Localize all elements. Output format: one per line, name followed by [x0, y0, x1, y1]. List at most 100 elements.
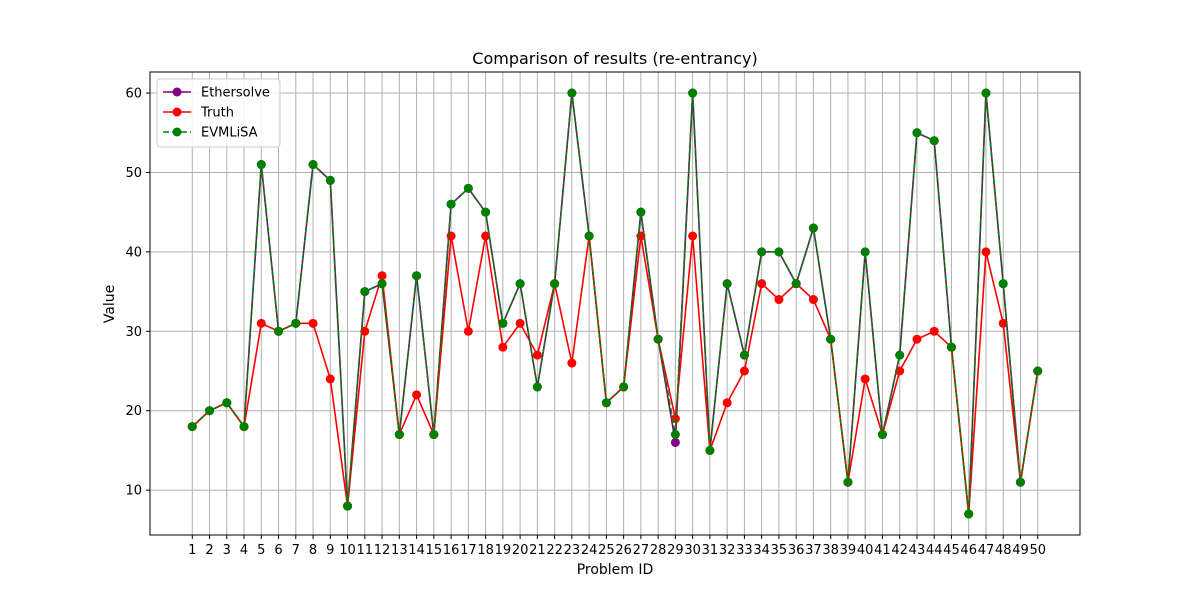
x-tick-label: 47: [978, 543, 995, 558]
data-point-evmlisa: [516, 279, 525, 288]
data-point-evmlisa: [1033, 367, 1042, 376]
data-point-evmlisa: [205, 406, 214, 415]
data-point-evmlisa: [964, 509, 973, 518]
x-tick-label: 5: [257, 543, 265, 558]
data-point-evmlisa: [619, 382, 628, 391]
data-point-evmlisa: [740, 351, 749, 360]
x-tick-label: 36: [788, 543, 805, 558]
x-tick-label: 39: [840, 543, 857, 558]
x-tick-label: 14: [408, 543, 425, 558]
data-point-evmlisa: [688, 89, 697, 98]
data-point-truth: [912, 335, 921, 344]
legend-label-evmlisa: EVMLiSA: [201, 126, 258, 141]
x-tick-label: 2: [205, 543, 213, 558]
x-tick-label: 8: [309, 543, 317, 558]
data-point-evmlisa: [774, 247, 783, 256]
data-point-truth: [516, 319, 525, 328]
data-point-evmlisa: [326, 176, 335, 185]
y-axis-label: Value: [102, 285, 118, 323]
x-tick-label: 10: [339, 543, 356, 558]
x-tick-label: 41: [874, 543, 891, 558]
data-point-evmlisa: [498, 319, 507, 328]
x-tick-label: 40: [857, 543, 874, 558]
x-tick-label: 38: [822, 543, 839, 558]
data-point-evmlisa: [757, 247, 766, 256]
data-point-evmlisa: [826, 335, 835, 344]
legend-label-ethersolve: Ethersolve: [201, 86, 270, 101]
y-tick-label: 20: [125, 404, 142, 419]
data-point-evmlisa: [360, 287, 369, 296]
x-tick-label: 23: [564, 543, 581, 558]
data-point-evmlisa: [792, 279, 801, 288]
data-point-truth: [861, 374, 870, 383]
x-tick-label: 15: [426, 543, 443, 558]
x-tick-label: 25: [598, 543, 615, 558]
x-tick-label: 3: [223, 543, 231, 558]
data-point-truth: [930, 327, 939, 336]
data-point-evmlisa: [878, 430, 887, 439]
x-tick-label: 32: [719, 543, 736, 558]
data-point-truth: [498, 343, 507, 352]
y-tick-label: 30: [125, 325, 142, 340]
data-point-truth: [723, 398, 732, 407]
data-point-evmlisa: [585, 231, 594, 240]
chart-title: Comparison of results (re-entrancy): [472, 49, 757, 68]
data-point-evmlisa: [481, 208, 490, 217]
x-tick-label: 21: [529, 543, 546, 558]
x-tick-label: 44: [926, 543, 943, 558]
data-point-truth: [533, 351, 542, 360]
data-point-truth: [688, 231, 697, 240]
data-point-truth: [981, 247, 990, 256]
x-tick-label: 42: [891, 543, 908, 558]
x-tick-label: 9: [326, 543, 334, 558]
data-point-evmlisa: [188, 422, 197, 431]
data-point-evmlisa: [343, 502, 352, 511]
x-tick-label: 48: [995, 543, 1012, 558]
data-point-evmlisa: [447, 200, 456, 209]
legend-marker-evmlisa: [173, 128, 182, 137]
data-point-evmlisa: [257, 160, 266, 169]
x-tick-label: 6: [274, 543, 282, 558]
x-tick-label: 13: [391, 543, 408, 558]
x-tick-label: 26: [615, 543, 632, 558]
y-tick-label: 60: [125, 87, 142, 102]
x-tick-label: 4: [240, 543, 248, 558]
y-tick-label: 50: [125, 166, 142, 181]
legend-label-truth: Truth: [200, 106, 234, 121]
data-point-evmlisa: [378, 279, 387, 288]
data-point-evmlisa: [291, 319, 300, 328]
data-point-evmlisa: [912, 128, 921, 137]
x-tick-label: 28: [650, 543, 667, 558]
x-tick-label: 33: [736, 543, 753, 558]
data-point-evmlisa: [723, 279, 732, 288]
x-tick-label: 7: [292, 543, 300, 558]
data-point-evmlisa: [222, 398, 231, 407]
data-point-evmlisa: [861, 247, 870, 256]
data-point-evmlisa: [930, 136, 939, 145]
data-point-evmlisa: [395, 430, 404, 439]
x-tick-label: 19: [495, 543, 512, 558]
x-tick-label: 24: [581, 543, 598, 558]
y-tick-label: 10: [125, 484, 142, 499]
x-tick-label: 27: [633, 543, 650, 558]
data-point-evmlisa: [309, 160, 318, 169]
data-point-truth: [326, 374, 335, 383]
x-tick-label: 43: [909, 543, 926, 558]
x-tick-label: 45: [943, 543, 960, 558]
legend-marker-truth: [173, 108, 182, 117]
x-axis-label: Problem ID: [577, 562, 654, 578]
x-tick-label: 49: [1012, 543, 1029, 558]
x-tick-label: 46: [960, 543, 977, 558]
x-tick-label: 1: [188, 543, 196, 558]
x-tick-label: 18: [477, 543, 494, 558]
data-point-truth: [257, 319, 266, 328]
x-tick-label: 30: [684, 543, 701, 558]
data-point-evmlisa: [654, 335, 663, 344]
data-point-truth: [757, 279, 766, 288]
data-point-evmlisa: [705, 446, 714, 455]
data-point-evmlisa: [429, 430, 438, 439]
data-point-truth: [464, 327, 473, 336]
y-tick-label: 40: [125, 245, 142, 260]
legend: Ethersolve Truth EVMLiSA: [157, 79, 280, 147]
